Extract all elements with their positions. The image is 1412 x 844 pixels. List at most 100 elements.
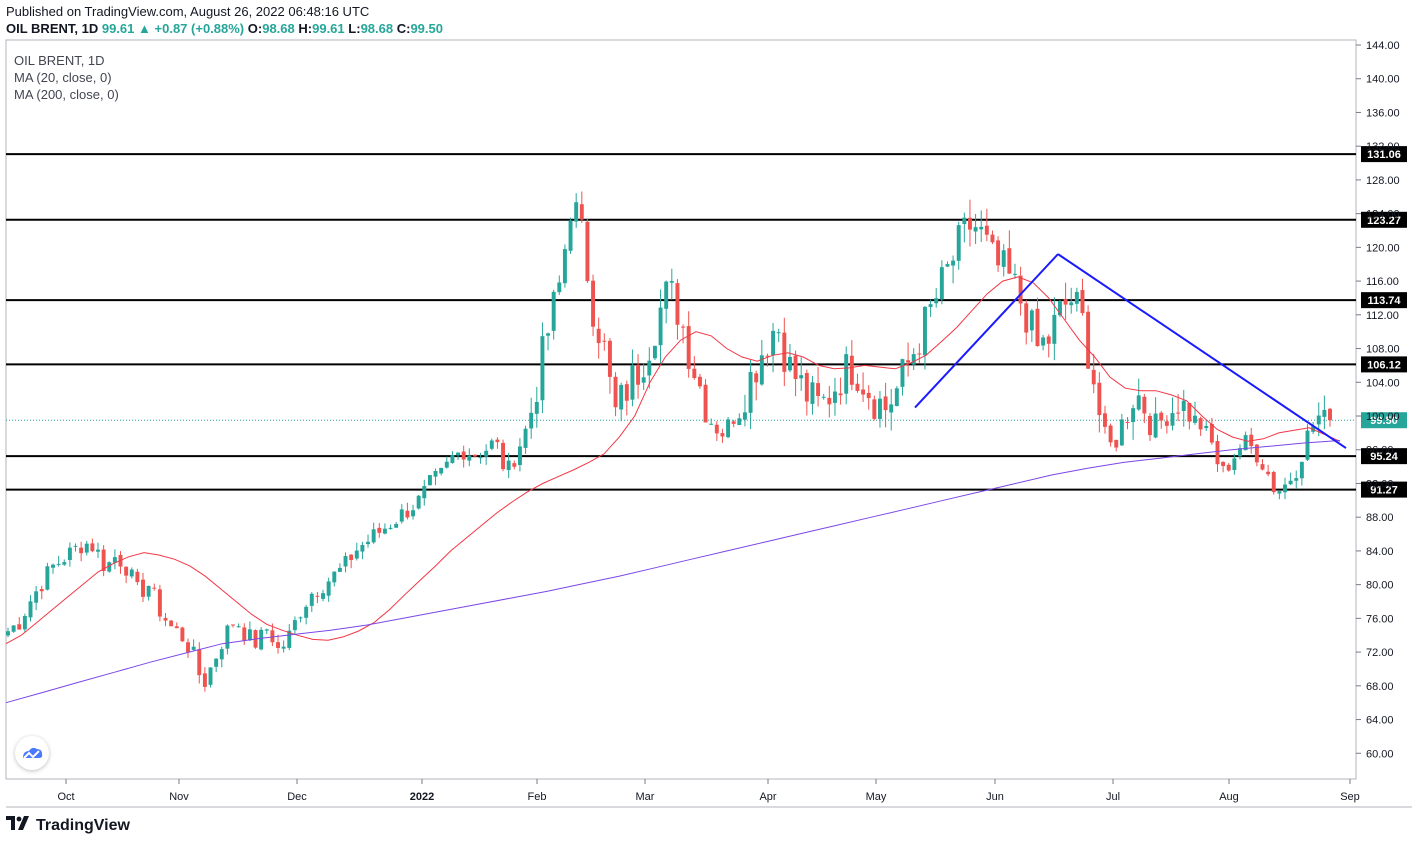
candle[interactable] [1299, 461, 1304, 486]
candle[interactable] [56, 555, 61, 567]
candle[interactable] [1097, 372, 1102, 433]
candle[interactable] [973, 213, 978, 245]
candle[interactable] [697, 373, 702, 389]
candle[interactable] [1080, 278, 1085, 316]
candle[interactable] [96, 542, 100, 558]
candle[interactable] [6, 627, 10, 638]
candle[interactable] [118, 551, 123, 574]
candle[interactable] [939, 260, 944, 305]
trendline[interactable] [914, 253, 1059, 409]
candle[interactable] [686, 311, 691, 378]
candle[interactable] [726, 416, 731, 439]
candle[interactable] [799, 357, 804, 391]
candle[interactable] [332, 571, 337, 587]
candle[interactable] [1193, 401, 1197, 425]
candle[interactable] [1001, 244, 1006, 277]
candle[interactable] [1148, 413, 1152, 441]
candle[interactable] [636, 354, 641, 399]
candle[interactable] [467, 448, 472, 467]
candle[interactable] [810, 375, 815, 415]
legend-ma20[interactable]: MA (20, close, 0) [14, 70, 112, 85]
candle[interactable] [591, 274, 596, 337]
candle[interactable] [1052, 297, 1057, 361]
plot-area[interactable] [5, 39, 1357, 780]
candle[interactable] [906, 342, 911, 377]
candle[interactable] [1238, 444, 1242, 460]
candle[interactable] [399, 504, 404, 524]
candle[interactable] [984, 208, 989, 242]
candle[interactable] [742, 394, 747, 427]
candle[interactable] [1131, 404, 1136, 440]
candle[interactable] [1170, 397, 1175, 431]
candle[interactable] [231, 624, 235, 628]
candle[interactable] [1176, 394, 1181, 422]
candle[interactable] [838, 377, 843, 405]
candle[interactable] [1226, 462, 1231, 472]
candle[interactable] [163, 613, 168, 627]
candle[interactable] [202, 667, 207, 692]
candle[interactable] [411, 504, 416, 520]
candle[interactable] [529, 397, 534, 439]
candle[interactable] [731, 419, 736, 428]
candle[interactable] [1069, 287, 1074, 314]
candle[interactable] [1007, 230, 1012, 274]
candle[interactable] [821, 393, 826, 400]
candle[interactable] [129, 567, 134, 579]
candle[interactable] [962, 212, 967, 243]
candle[interactable] [1322, 395, 1327, 430]
candle[interactable] [416, 494, 421, 510]
candle[interactable] [444, 456, 449, 469]
footer-logo[interactable]: TradingView [6, 816, 130, 835]
candle[interactable] [1018, 266, 1023, 316]
candle[interactable] [917, 343, 922, 364]
candle[interactable] [754, 370, 759, 401]
candle[interactable] [827, 385, 832, 418]
candle[interactable] [1091, 353, 1096, 394]
candle[interactable] [427, 474, 432, 486]
candle[interactable] [1108, 423, 1113, 447]
candle[interactable] [17, 617, 22, 630]
candle[interactable] [472, 454, 477, 458]
candle[interactable] [180, 626, 185, 642]
candle[interactable] [540, 322, 545, 414]
candle[interactable] [562, 244, 567, 288]
candle[interactable] [67, 542, 72, 567]
candle[interactable] [951, 255, 956, 284]
candle[interactable] [343, 552, 348, 573]
candle[interactable] [135, 568, 140, 585]
candle[interactable] [422, 479, 427, 506]
candle[interactable] [304, 604, 309, 625]
candle[interactable] [861, 372, 866, 403]
candle[interactable] [1103, 405, 1107, 434]
candle[interactable] [967, 199, 972, 247]
candle[interactable] [84, 540, 89, 556]
candle[interactable] [849, 340, 854, 391]
candle[interactable] [1277, 491, 1282, 500]
candle[interactable] [613, 372, 618, 417]
candle[interactable] [394, 522, 399, 528]
candle[interactable] [79, 541, 84, 562]
candle[interactable] [669, 268, 674, 300]
candle[interactable] [337, 563, 342, 573]
candle[interactable] [292, 616, 297, 635]
candle[interactable] [264, 628, 269, 635]
candle[interactable] [1153, 397, 1158, 439]
candle[interactable] [624, 380, 629, 416]
candle[interactable] [28, 595, 33, 622]
candle[interactable] [832, 377, 837, 416]
candle[interactable] [889, 388, 894, 431]
candle[interactable] [844, 346, 849, 405]
candle[interactable] [990, 230, 995, 245]
candle[interactable] [315, 591, 320, 604]
candle[interactable] [186, 638, 190, 658]
candle[interactable] [219, 646, 224, 668]
candle[interactable] [309, 592, 314, 612]
candle[interactable] [765, 353, 770, 367]
candle[interactable] [214, 658, 219, 673]
candle[interactable] [630, 349, 635, 407]
candle[interactable] [489, 438, 494, 451]
candle[interactable] [922, 306, 927, 370]
candle[interactable] [1187, 402, 1192, 430]
candle[interactable] [866, 385, 871, 410]
candle[interactable] [1260, 459, 1265, 471]
